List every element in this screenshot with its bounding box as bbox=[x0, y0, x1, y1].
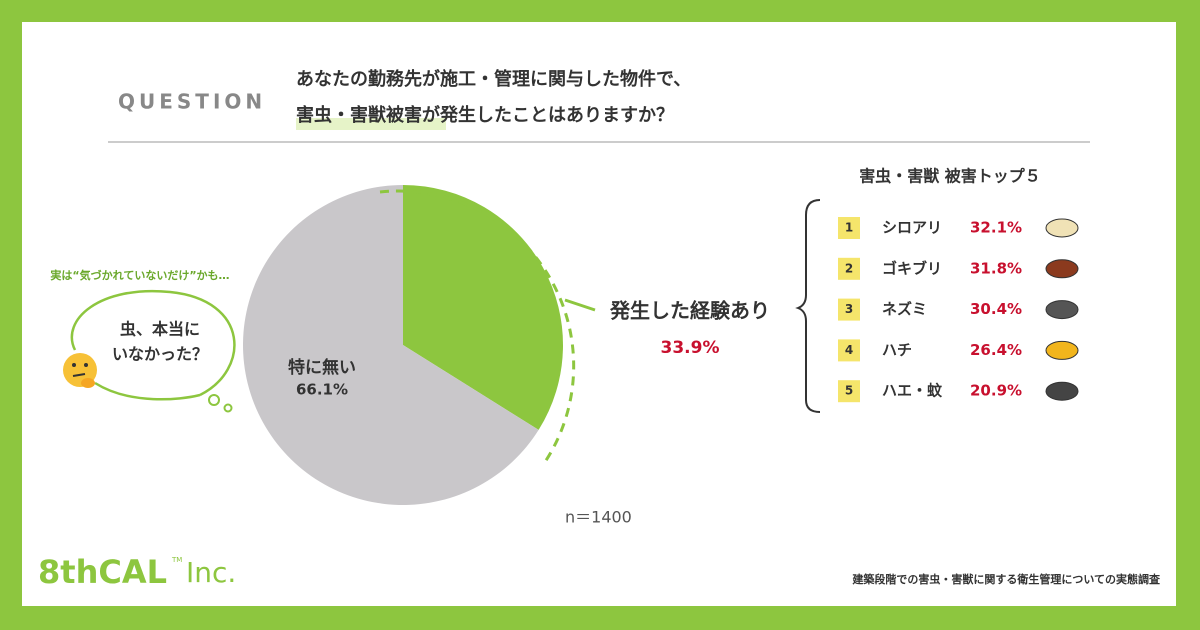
rank-number: 4 bbox=[845, 343, 853, 357]
pest-icon bbox=[1045, 300, 1079, 320]
rank-number: 1 bbox=[845, 221, 853, 235]
pest-name: ネズミ bbox=[882, 300, 927, 318]
pie-chart: 発生した経験あり 33.9% 特に無い 66.1% bbox=[243, 185, 770, 506]
logo-suffix: Inc. bbox=[186, 556, 236, 589]
pest-name: シロアリ bbox=[882, 219, 942, 237]
pest-name: ハエ・蚊 bbox=[882, 382, 943, 400]
speech-bubble bbox=[70, 289, 236, 401]
thinking-face bbox=[63, 353, 97, 388]
panel bbox=[22, 22, 1176, 606]
pest-icon bbox=[1045, 259, 1079, 279]
footer: 建築段階での害虫・害獣に関する衛生管理についての実態調査 bbox=[852, 572, 1160, 586]
brace bbox=[795, 199, 821, 413]
ranking-title: 害虫・害獣 被害トップ５ bbox=[859, 167, 1041, 186]
bubble-text: いなかった？ bbox=[112, 345, 208, 364]
sample-size: n＝1400 bbox=[565, 508, 632, 527]
logo-tm: TM bbox=[171, 556, 182, 564]
bubble-tail bbox=[223, 403, 233, 413]
pest-icon bbox=[1045, 340, 1079, 360]
pest-percent: 30.4% bbox=[970, 300, 1022, 318]
rank-badge bbox=[838, 217, 860, 239]
pest-percent: 26.4% bbox=[970, 341, 1022, 359]
pest-icon bbox=[1045, 381, 1079, 401]
slice-value: 33.9% bbox=[661, 338, 720, 358]
pest-icon bbox=[1045, 218, 1079, 238]
bubble-aside: 実は“気づかれていないだけ”かも… bbox=[50, 268, 229, 282]
bubble-tail bbox=[208, 394, 220, 406]
bubble-text: 虫、本当に bbox=[120, 320, 200, 339]
rank-number: 3 bbox=[845, 302, 853, 316]
rank-badge bbox=[838, 298, 860, 321]
question-highlight: 害虫・害獣被害 bbox=[296, 104, 422, 126]
callout-arc bbox=[379, 189, 576, 463]
pie-slice bbox=[403, 185, 564, 430]
slice-value: 66.1% bbox=[296, 381, 348, 399]
slice-label: 発生した経験あり bbox=[609, 299, 770, 323]
leader-line bbox=[564, 298, 596, 312]
rank-badge bbox=[838, 380, 860, 403]
pest-percent: 31.8% bbox=[970, 259, 1022, 277]
rank-number: 2 bbox=[845, 261, 853, 275]
pest-percent: 32.1% bbox=[970, 219, 1022, 237]
slice-label: 特に無い bbox=[288, 357, 356, 378]
rank-number: 5 bbox=[845, 384, 853, 398]
question-line: あなたの勤務先が施工・管理に関与した物件で、 bbox=[296, 68, 691, 90]
pest-name: ゴキブリ bbox=[882, 259, 942, 277]
pest-name: ハチ bbox=[882, 341, 912, 359]
logo: 8thCAL bbox=[38, 553, 167, 591]
question-line: が発生したことはありますか？ bbox=[422, 104, 674, 126]
pest-percent: 20.9% bbox=[970, 382, 1022, 400]
rank-badge bbox=[838, 339, 860, 362]
question-label: QUESTION bbox=[118, 90, 266, 114]
ranking-list: 1 シロアリ 32.1% 2 ゴキブリ 31.8% 3 ネズミ 30.4% 4 ハチ 26.4% 5 ハエ… bbox=[838, 217, 1079, 403]
highlight bbox=[296, 118, 446, 130]
rank-badge bbox=[838, 257, 860, 280]
pie-slice bbox=[243, 185, 539, 506]
